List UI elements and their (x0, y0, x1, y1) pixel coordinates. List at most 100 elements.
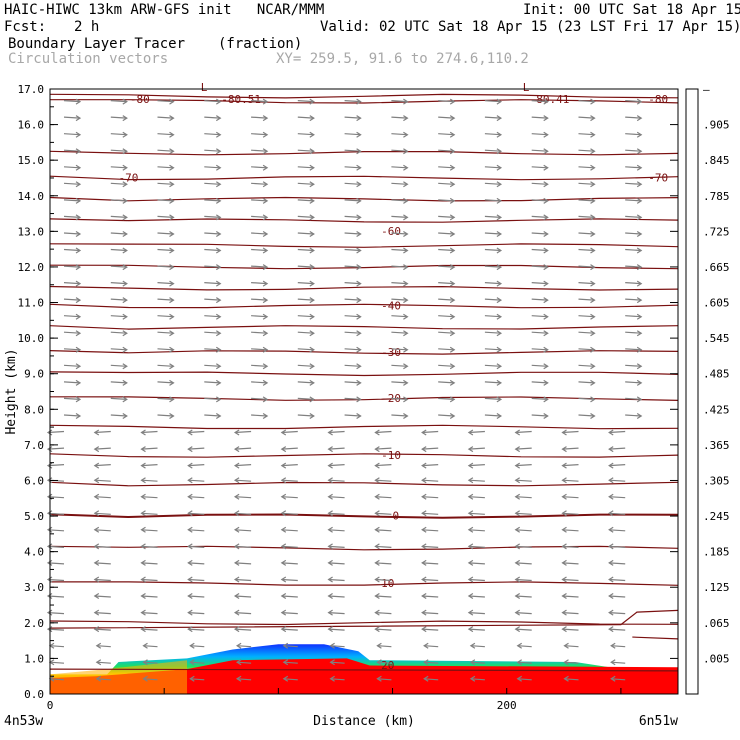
vector-head (215, 115, 222, 122)
vector-shaft (188, 464, 205, 467)
vector-shaft (94, 595, 111, 598)
vector-shaft (375, 447, 392, 450)
vector-head (543, 98, 549, 105)
vector-head (496, 181, 503, 188)
vector-shaft (484, 282, 501, 285)
vector-head (403, 164, 409, 171)
vector-shaft (609, 479, 626, 482)
vector-shaft (424, 678, 439, 681)
vector-head (356, 313, 362, 320)
vector-shaft (94, 512, 111, 515)
vector-head (309, 379, 315, 386)
vector-shaft (609, 447, 626, 450)
vector-shaft (609, 578, 626, 582)
vector-shaft (110, 248, 127, 252)
vector-shaft (625, 133, 642, 136)
vector-shaft (484, 414, 501, 417)
vector-shaft (611, 661, 626, 664)
vector-shaft (281, 512, 298, 515)
vector-head (449, 148, 456, 155)
vector-head (169, 264, 175, 271)
vector-shaft (438, 265, 455, 268)
vector-shaft (484, 348, 501, 351)
vector-head (374, 493, 380, 500)
vector-shaft (297, 381, 314, 384)
vector-head (262, 98, 269, 105)
vector-shaft (251, 364, 268, 367)
vector-head (403, 98, 409, 105)
vector-head (449, 379, 456, 386)
vector-head (262, 164, 269, 171)
vector-head (496, 346, 503, 353)
vector-head (449, 313, 456, 320)
vector-head (403, 264, 409, 271)
vector-shaft (328, 512, 345, 515)
vector-shaft (143, 645, 158, 648)
vector-shaft (110, 116, 127, 119)
vector-shaft (578, 298, 595, 301)
vector-shaft (94, 496, 111, 499)
vector-shaft (141, 447, 158, 450)
vector-shaft (281, 612, 298, 615)
vector-head (403, 280, 409, 287)
vector-head (421, 543, 427, 550)
vector-head (374, 510, 380, 517)
vector-head (561, 559, 567, 566)
vector-shaft (484, 166, 501, 169)
tracer-core (50, 658, 678, 694)
vector-head (215, 412, 222, 420)
vector-head (169, 396, 175, 403)
vector-head (309, 346, 315, 353)
vector-head (449, 115, 456, 122)
vector-shaft (188, 479, 205, 482)
colorbar-label: .065 (703, 617, 730, 630)
vector-head (282, 659, 289, 666)
vector-head (449, 98, 456, 105)
vector-shaft (625, 397, 642, 400)
vector-head (467, 510, 474, 517)
vector-head (374, 543, 380, 550)
contour-label: -70 (648, 172, 668, 185)
vector-shaft (94, 628, 111, 631)
vector-head (262, 197, 269, 204)
vector-head (215, 131, 222, 138)
vector-head (590, 330, 596, 337)
vector-head (187, 429, 193, 436)
vector-head (75, 181, 82, 188)
vector-shaft (188, 447, 205, 450)
y-tick-label: 8.0 (24, 403, 44, 416)
vector-shaft (531, 298, 548, 301)
vector-head (262, 115, 269, 122)
vector-shaft (562, 562, 579, 565)
y-tick-label: 16.0 (18, 119, 45, 132)
vector-head (327, 543, 333, 550)
vector-shaft (375, 612, 392, 615)
y-axis-label: Height (km) (4, 348, 19, 434)
vector-shaft (235, 512, 252, 515)
vector-head (75, 115, 82, 122)
vector-head (496, 131, 503, 138)
vector-shaft (422, 562, 439, 565)
vector-head (233, 626, 240, 633)
vector-shaft (484, 149, 501, 152)
vector-head (95, 642, 102, 649)
contour-label: -80.41 (530, 93, 570, 106)
vector-head (376, 642, 382, 649)
vector-head (93, 559, 100, 566)
vector-head (309, 396, 315, 403)
vector-head (608, 609, 614, 616)
vector-head (93, 576, 100, 583)
vector-head (189, 642, 195, 649)
vector-head (75, 197, 82, 204)
vector-head (356, 230, 362, 238)
y-tick-label: 17.0 (18, 83, 45, 96)
vector-head (93, 462, 100, 469)
vector-head (122, 214, 128, 221)
vector-shaft (531, 133, 548, 136)
vector-head (169, 412, 175, 420)
vector-head (262, 214, 269, 221)
vector-shaft (47, 496, 65, 499)
vector-shaft (578, 133, 595, 136)
vector-head (356, 297, 362, 304)
vector-shaft (468, 595, 485, 598)
